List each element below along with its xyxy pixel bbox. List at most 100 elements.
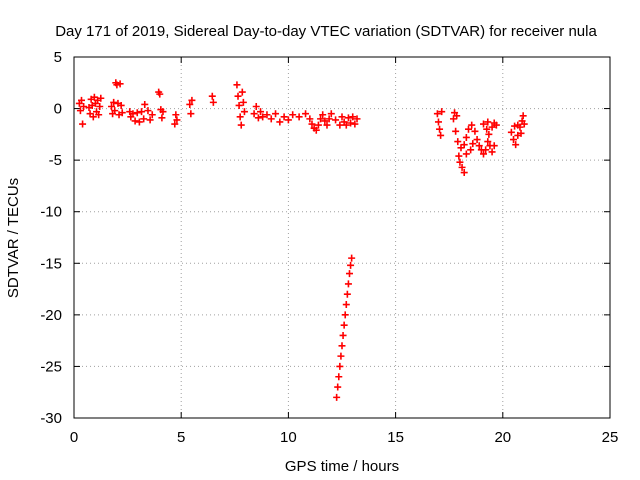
data-point [280,113,288,121]
data-point [438,108,446,116]
data-point [346,270,354,278]
data-point [76,107,84,115]
data-point [511,122,519,130]
data-point [289,111,297,119]
data-point [79,120,87,128]
data-point [334,383,342,391]
data-point [455,152,463,160]
data-point [338,113,346,121]
data-point [327,110,335,118]
plot-frame [73,56,611,419]
data-point [156,90,164,98]
data-point [117,101,125,109]
data-point [353,115,361,123]
data-point [276,118,284,126]
data-point [338,342,346,350]
data-point [473,136,481,144]
x-axis: 0 5 10 15 20 25 [70,57,619,446]
data-point [135,118,143,126]
data-point [295,113,303,121]
data-point [209,98,217,106]
y-tick-label: -20 [40,307,62,324]
data-point [233,81,241,89]
data-point [208,92,216,100]
data-point [144,107,152,115]
data-point [347,119,355,127]
data-point [480,150,488,158]
data-point [97,94,105,102]
data-point [95,111,103,119]
data-point [452,127,460,135]
data-point [239,98,247,106]
data-point [267,115,275,123]
data-point [458,163,466,171]
x-tick-label: 15 [387,429,404,446]
x-tick-label: 20 [494,429,511,446]
data-point [78,96,86,104]
data-point [343,290,351,298]
data-point [173,116,181,124]
data-point [259,113,267,121]
data-points [75,79,528,401]
x-tick-label: 5 [177,429,185,446]
data-point [321,117,329,125]
data-point [475,142,483,150]
data-point [131,117,139,125]
data-point [507,128,515,136]
data-point [89,113,97,121]
data-point [517,129,525,137]
y-tick-label: -25 [40,358,62,375]
data-point [519,112,527,120]
y-tick-label: 0 [54,101,62,118]
data-point [471,127,479,135]
data-point [462,133,470,141]
y-tick-label: -10 [40,204,62,221]
x-tick-label: 10 [280,429,297,446]
data-point [272,110,280,118]
data-point [284,116,292,124]
data-point [234,92,242,100]
data-point [337,352,345,360]
data-point [464,125,472,133]
data-point [96,103,104,111]
data-point [488,123,496,131]
data-point [342,301,350,309]
data-point [159,108,167,116]
data-point [319,111,327,119]
data-point [485,130,493,138]
data-point [344,114,352,122]
data-point [254,114,262,122]
data-point [340,321,348,329]
data-point [118,109,126,117]
data-point [250,110,258,118]
data-point [467,146,475,154]
data-point [158,114,166,122]
x-tick-label: 0 [70,429,78,446]
data-point [453,112,461,120]
data-point [514,121,522,129]
data-point [238,88,246,96]
data-point [133,109,141,117]
data-point [454,138,462,146]
data-point [146,116,154,124]
data-point [110,98,118,106]
data-point [437,131,445,139]
data-point [344,280,352,288]
data-point [482,146,490,154]
data-point [186,100,194,108]
data-point [235,101,243,109]
data-point [348,254,356,262]
data-point [520,120,528,128]
data-point [80,103,88,111]
y-tick-label: -15 [40,255,62,272]
x-tick-label: 25 [602,429,619,446]
data-point [314,121,322,129]
data-point [460,141,468,149]
data-point [113,81,121,89]
y-tick-label: 5 [54,49,62,66]
data-point [332,116,340,124]
data-point [317,115,325,123]
data-point [111,107,119,115]
data-point [335,373,343,381]
